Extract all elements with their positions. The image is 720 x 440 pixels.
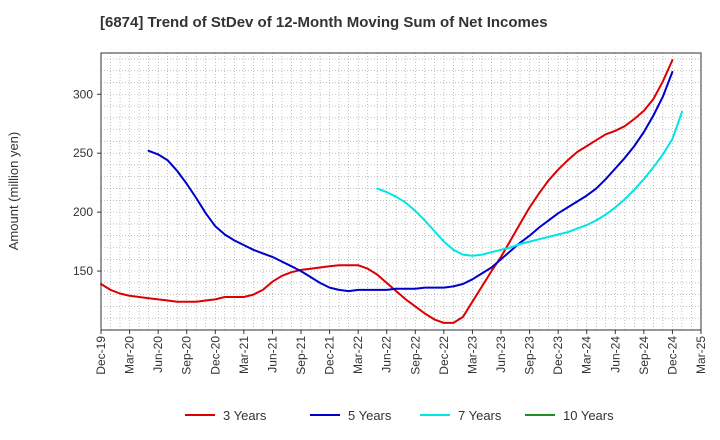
y-tick-label: 250: [73, 146, 93, 160]
x-tick-label: Dec-24: [665, 336, 679, 375]
x-tick-label: Sep-21: [294, 336, 308, 375]
y-tick-label: 300: [73, 87, 93, 101]
legend-label: 5 Years: [348, 408, 392, 423]
chart-title: [6874] Trend of StDev of 12-Month Moving…: [100, 14, 548, 31]
plot-area: [101, 53, 701, 330]
x-tick-label: Mar-23: [465, 336, 479, 374]
x-tick-label: Jun-21: [265, 336, 279, 373]
x-tick-label: Mar-25: [694, 336, 708, 374]
y-tick-label: 200: [73, 205, 93, 219]
y-axis-ticks: 150 200 250 300: [73, 87, 101, 278]
x-tick-label: Jun-23: [494, 336, 508, 373]
plot-border: [100, 52, 702, 331]
x-axis-ticks: Dec-19 Mar-20 Jun-20 Sep-20 Dec-20 Mar-21 Jun-…: [94, 330, 708, 375]
x-tick-label: Mar-24: [580, 336, 594, 374]
x-tick-label: Jun-24: [608, 336, 622, 373]
x-tick-label: Mar-20: [123, 336, 137, 374]
series-line-7-years: [376, 110, 683, 257]
grid: [101, 53, 701, 330]
x-tick-label: Dec-19: [94, 336, 108, 375]
series-layer: [100, 59, 683, 324]
x-tick-label: Sep-23: [523, 336, 537, 375]
y-axis-label: Amount (million yen): [6, 132, 21, 251]
x-tick-label: Sep-22: [408, 336, 422, 375]
legend-label: 10 Years: [563, 408, 614, 423]
series-line-5-years: [147, 70, 674, 293]
y-tick-label: 150: [73, 264, 93, 278]
x-tick-label: Jun-20: [151, 336, 165, 373]
x-tick-label: Jun-22: [380, 336, 394, 373]
x-tick-label: Dec-23: [551, 336, 565, 375]
x-tick-label: Mar-21: [237, 336, 251, 374]
x-tick-label: Dec-22: [437, 336, 451, 375]
legend-label: 7 Years: [458, 408, 502, 423]
x-tick-label: Dec-21: [323, 336, 337, 375]
x-tick-label: Mar-22: [351, 336, 365, 374]
series-line-3-years: [100, 59, 674, 324]
x-tick-label: Dec-20: [208, 336, 222, 375]
legend-label: 3 Years: [223, 408, 267, 423]
x-tick-label: Sep-20: [180, 336, 194, 375]
x-tick-label: Sep-24: [637, 336, 651, 375]
legend: 3 Years 5 Years 7 Years 10 Years: [185, 408, 614, 423]
